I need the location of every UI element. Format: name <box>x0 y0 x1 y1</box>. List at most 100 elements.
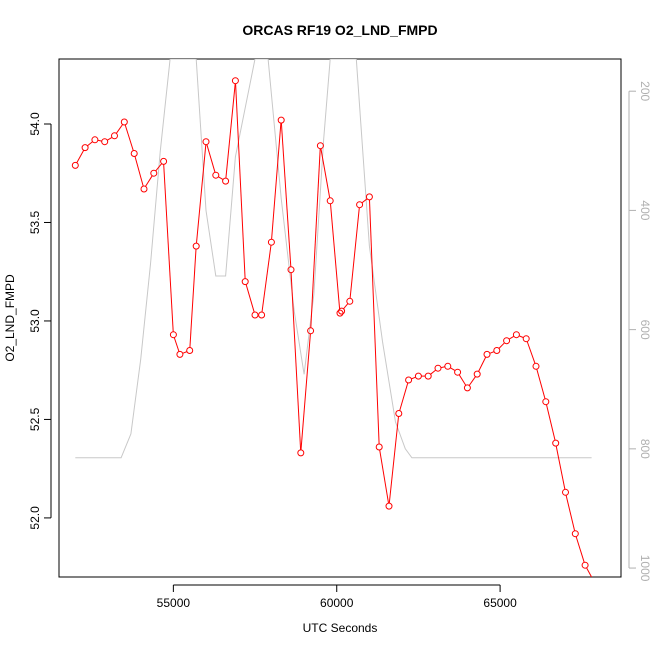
primary-series-segment <box>468 376 476 386</box>
primary-series-segment <box>76 150 85 163</box>
primary-series-segment <box>182 351 188 354</box>
primary-series-segment <box>399 382 409 411</box>
primary-series-segment <box>440 366 446 369</box>
primary-series-point <box>277 116 285 124</box>
primary-series-point <box>222 177 230 185</box>
primary-series-point <box>414 372 422 380</box>
x-axis: 55000 60000 65000 <box>157 584 517 610</box>
primary-series-point <box>297 449 305 457</box>
primary-series-point <box>202 138 210 146</box>
y2-tick-label: 1000 <box>638 555 650 582</box>
primary-series-point <box>512 331 520 339</box>
primary-series-point <box>522 335 530 343</box>
y-tick-label: 52.0 <box>28 506 42 530</box>
primary-series-segment <box>508 335 515 340</box>
primary-series-point <box>463 384 471 392</box>
primary-series-segment <box>478 356 487 372</box>
primary-series-segment <box>196 144 207 244</box>
primary-series-segment <box>134 156 144 187</box>
primary-series-segment <box>163 164 174 332</box>
primary-series-segment <box>87 141 93 147</box>
primary-series-segment <box>343 303 349 310</box>
primary-series-point <box>150 169 158 177</box>
primary-series-segment <box>450 367 456 372</box>
primary-series-point <box>338 307 346 315</box>
primary-series-segment <box>555 445 566 490</box>
primary-series-point <box>385 502 393 510</box>
x-tick-label: 55000 <box>157 596 191 610</box>
primary-series-segment <box>218 176 224 181</box>
primary-series-segment <box>124 124 134 151</box>
primary-series-segment <box>349 207 360 299</box>
primary-series-point <box>316 142 324 150</box>
primary-series-segment <box>107 136 113 141</box>
x-tick-label: 60000 <box>320 596 354 610</box>
y-tick-label: 52.5 <box>28 407 42 431</box>
primary-series-segment <box>97 139 102 142</box>
primary-series-point <box>375 443 383 451</box>
primary-series-point <box>101 138 109 146</box>
chart-title: ORCAS RF19 O2_LND_FMPD <box>242 22 437 38</box>
primary-series-segment <box>261 245 272 313</box>
y-axis-label: O2_LND_FMPD <box>3 274 17 362</box>
primary-series-segment <box>245 284 255 313</box>
primary-series-point <box>581 561 589 569</box>
primary-series-segment <box>280 123 292 267</box>
primary-series-point <box>552 439 560 447</box>
primary-series-point <box>434 364 442 372</box>
primary-series-point <box>473 370 481 378</box>
primary-series-segment <box>458 374 467 386</box>
y-tick-label: 53.0 <box>28 309 42 333</box>
primary-series-point <box>326 197 334 205</box>
primary-series-point <box>258 311 266 319</box>
primary-series-point <box>571 530 579 538</box>
primary-series-point <box>130 150 138 157</box>
primary-series-segment <box>361 198 368 204</box>
primary-series-point <box>493 347 501 354</box>
primary-series-segment <box>411 376 416 380</box>
series-layer <box>71 59 593 577</box>
primary-series-point <box>542 398 550 406</box>
primary-series-segment <box>330 203 341 311</box>
y2-tick-label: 600 <box>638 320 650 340</box>
primary-series-point <box>405 376 413 384</box>
primary-series-point <box>307 327 315 335</box>
primary-series-segment <box>300 333 311 450</box>
primary-series-point <box>336 309 344 317</box>
primary-series-point <box>444 362 452 370</box>
primary-series-point <box>91 136 99 144</box>
y2-tick-label: 200 <box>638 81 650 101</box>
primary-series-point <box>562 488 569 496</box>
primary-series-point <box>424 372 432 380</box>
primary-series-point <box>169 331 177 339</box>
primary-series-segment <box>536 368 546 399</box>
primary-series-point <box>111 132 118 140</box>
primary-series-point <box>483 350 491 358</box>
primary-series-point <box>251 311 259 319</box>
primary-series-segment <box>206 144 216 173</box>
primary-series-point <box>267 238 275 246</box>
y2-tick-label: 800 <box>638 439 650 459</box>
primary-series-point <box>454 368 462 376</box>
primary-series-point <box>71 161 79 169</box>
primary-series-segment <box>388 416 399 504</box>
primary-series-segment <box>145 175 153 187</box>
primary-series-point <box>395 410 403 417</box>
primary-series-segment <box>115 124 124 134</box>
y2-tick-label: 400 <box>638 200 650 220</box>
primary-series-segment <box>546 404 556 441</box>
primary-series-segment <box>430 369 437 375</box>
primary-series-segment <box>155 163 162 172</box>
plot-frame <box>58 58 622 578</box>
primary-series-point <box>503 337 511 345</box>
secondary-series-line <box>75 59 592 459</box>
primary-series-segment <box>498 342 505 349</box>
primary-series-segment <box>369 199 380 445</box>
primary-series-segment <box>519 335 524 339</box>
primary-series-point <box>365 193 373 201</box>
primary-series-segment <box>235 83 246 279</box>
primary-series-point <box>287 266 295 274</box>
primary-series-point <box>532 362 540 370</box>
x-axis-label: UTC Seconds <box>303 621 378 635</box>
